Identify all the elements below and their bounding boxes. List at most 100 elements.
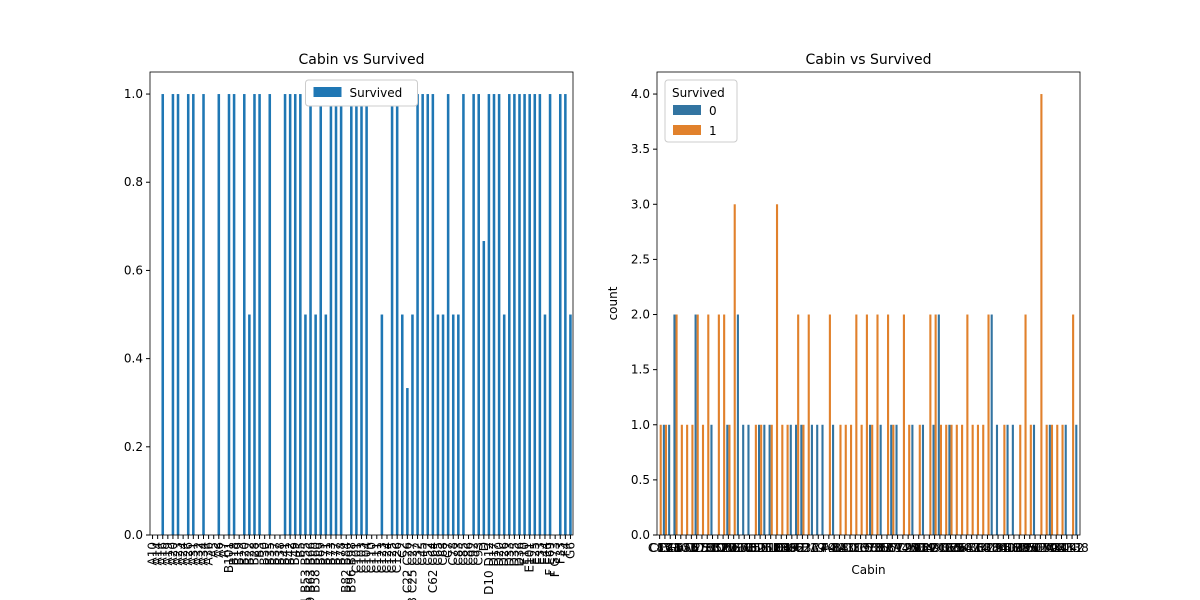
- x-tick-label: D10 D12: [482, 542, 496, 595]
- x-tick-label: C126: [390, 542, 404, 573]
- bar: [232, 94, 236, 536]
- bar: [502, 314, 506, 535]
- x-tick-label: B96 B98: [1015, 541, 1066, 555]
- bar: [1056, 424, 1059, 535]
- bar: [668, 424, 671, 535]
- bar: [726, 424, 729, 535]
- bar: [258, 94, 261, 536]
- x-tick-label: B22: [242, 542, 256, 566]
- x-tick-label: A31: [838, 541, 861, 555]
- bar: [691, 424, 694, 535]
- x-tick-label: B69: [314, 542, 328, 566]
- bar: [462, 94, 465, 536]
- x-tick-label: A6: [683, 541, 699, 555]
- x-tick-label: B35: [1013, 541, 1037, 555]
- x-tick-label: B28: [247, 542, 261, 566]
- x-tick-label: C92: [467, 542, 481, 566]
- bar: [350, 94, 353, 536]
- x-tick-label: E101: [761, 541, 792, 555]
- x-tick-label: A20: [166, 542, 180, 565]
- bar: [299, 94, 302, 536]
- x-tick-label: B41: [278, 542, 292, 566]
- x-tick-label: C2: [395, 542, 409, 558]
- x-tick-label: B18: [976, 541, 1000, 555]
- x-tick-label: B49: [918, 541, 942, 555]
- x-tick-label: B4: [831, 541, 847, 555]
- x-tick-label: E44: [1039, 541, 1062, 555]
- bar: [227, 94, 231, 536]
- x-tick-label: F33: [553, 542, 567, 564]
- x-tick-label: D36: [843, 541, 868, 555]
- bar: [757, 424, 761, 535]
- x-tick-label: B73: [324, 542, 338, 566]
- x-tick-label: D15: [848, 541, 873, 555]
- x-tick-label: C52: [421, 542, 435, 566]
- x-tick-label: C91: [986, 541, 1010, 555]
- bar: [293, 94, 297, 536]
- x-tick-label: B38: [273, 542, 287, 566]
- x-tick-label: C124: [977, 541, 1008, 555]
- bar: [976, 424, 980, 535]
- bar: [662, 424, 665, 535]
- bar: [800, 424, 803, 535]
- x-tick-label: A26: [181, 542, 195, 565]
- x-tick-label: D20: [492, 542, 506, 567]
- y-tick-label: 0.8: [124, 175, 143, 189]
- x-tick-label: C62 C64: [426, 542, 440, 593]
- x-tick-label: A7: [217, 542, 231, 558]
- bar: [781, 424, 784, 535]
- x-tick-label: B37: [268, 542, 282, 566]
- y-tick-label: 1.5: [631, 363, 650, 377]
- bar: [955, 424, 958, 535]
- bar: [673, 314, 676, 535]
- x-tick-label: C23 C25 C27: [405, 542, 419, 600]
- x-tick-label: E38: [1066, 541, 1089, 555]
- y-tick-label: 0.4: [124, 352, 143, 366]
- x-tick-label: C106: [930, 541, 961, 555]
- bar: [446, 94, 450, 536]
- bar: [523, 94, 526, 536]
- bar: [664, 424, 668, 535]
- x-tick-label: B57 B59 B63 B66: [304, 542, 318, 600]
- x-tick-label: D33: [502, 542, 516, 567]
- x-tick-label: B58 B60: [309, 542, 323, 593]
- bar: [902, 314, 905, 535]
- bar: [855, 314, 858, 535]
- x-tick-label: C103: [355, 542, 369, 573]
- x-tick-label: E67: [881, 541, 904, 555]
- bar: [770, 424, 773, 535]
- legend-label: Survived: [350, 86, 403, 100]
- bar: [487, 94, 491, 536]
- bar: [736, 314, 739, 535]
- x-tick-label: D36: [512, 542, 526, 567]
- x-tick-label: B49: [288, 542, 302, 566]
- x-tick-label: B71: [319, 542, 333, 566]
- bar: [1072, 314, 1075, 535]
- x-tick-label: D26: [748, 541, 773, 555]
- bar: [844, 424, 847, 535]
- x-tick-label: C92: [1060, 541, 1084, 555]
- bar: [887, 314, 890, 535]
- x-tick-label: C99: [896, 541, 920, 555]
- bar: [1061, 424, 1064, 535]
- x-tick-label: A6: [212, 542, 226, 558]
- x-tick-label: A24: [176, 542, 190, 565]
- bar: [680, 424, 683, 535]
- x-tick-label: B28: [711, 541, 735, 555]
- x-tick-label: E101: [523, 542, 537, 573]
- chart-title: Cabin vs Survived: [299, 52, 425, 68]
- bar: [400, 314, 404, 535]
- x-tick-label: A5: [207, 542, 221, 558]
- bar: [324, 314, 328, 535]
- x-tick-label: C123: [375, 542, 389, 573]
- bar: [1075, 424, 1078, 535]
- x-tick-label: C65: [939, 541, 963, 555]
- bar: [436, 314, 440, 535]
- legend-label: 0: [709, 104, 717, 118]
- legend-title: Survived: [672, 86, 725, 100]
- bar: [1003, 424, 1006, 535]
- bar: [932, 424, 935, 535]
- bar: [497, 94, 501, 536]
- x-tick-label: A36: [202, 542, 216, 565]
- bar: [686, 424, 689, 535]
